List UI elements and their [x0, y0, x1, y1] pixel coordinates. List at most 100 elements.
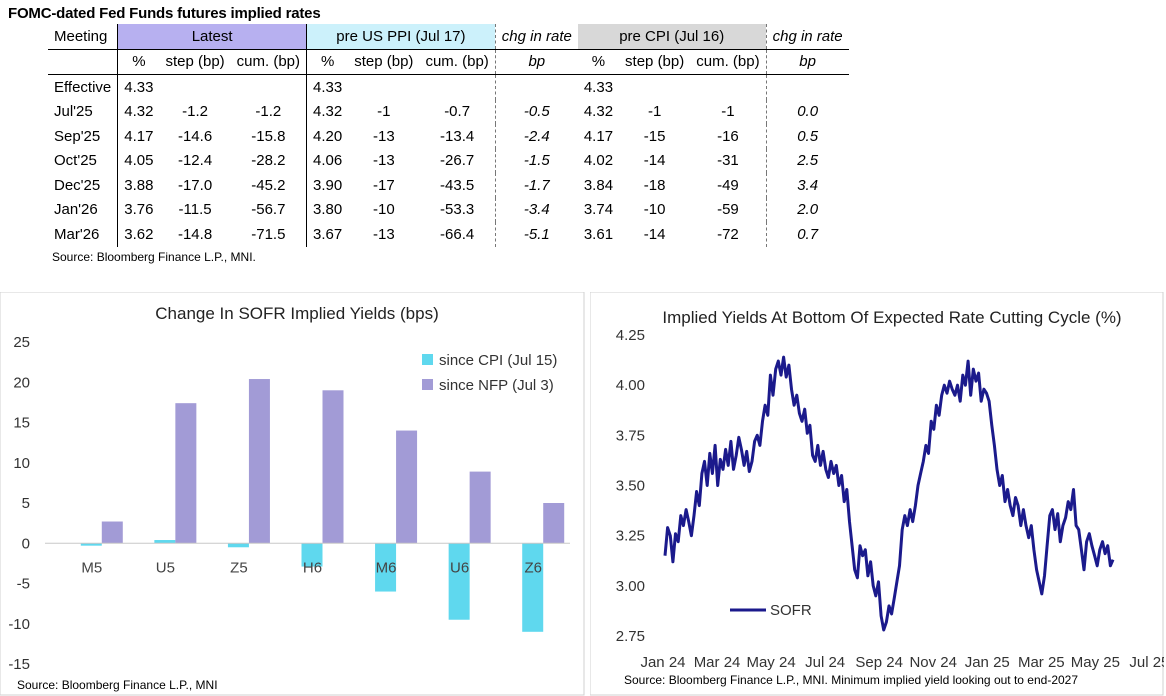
cell-cpi-cum: -31	[717, 152, 739, 170]
table-row: Dec'25 3.88 -17.0 -45.2 3.90 -17 -43.5 -1.7 3.84…	[48, 173, 849, 198]
cell-ppi-pct: 4.20	[306, 124, 349, 149]
cell-chg-cpi	[765, 74, 849, 100]
cell-cpi-step: -14	[643, 225, 666, 243]
x-tick-label: May 25	[1071, 654, 1120, 671]
x-tick-label: Z5	[230, 559, 248, 576]
y-tick-label: 4.25	[616, 327, 645, 344]
fomc-table: Meeting Latest pre US PPI (Jul 17) chg i…	[48, 24, 849, 247]
cell-meeting: Sep'25	[54, 127, 101, 145]
y-tick-label: -5	[17, 576, 30, 593]
cell-latest-pct: 4.05	[117, 148, 160, 173]
x-tick-label: M5	[81, 559, 102, 576]
cell-ppi-step: -13	[372, 127, 395, 145]
cell-latest-step: -11.5	[178, 201, 212, 219]
x-tick-label: Sep 24	[855, 654, 903, 671]
subheader-bp: bp	[765, 49, 849, 75]
cell-chg-ppi	[494, 74, 578, 100]
table-row: Mar'26 3.62 -14.8 -71.5 3.67 -13 -66.4 -5.1 3.61…	[48, 222, 849, 247]
subheader-step: step (bp)	[348, 49, 420, 75]
bar-nfp	[322, 390, 344, 544]
cell-cpi-cum: -59	[717, 201, 739, 219]
subheader-cum: cum. (bp)	[419, 49, 496, 75]
cell-ppi-pct: 3.67	[306, 222, 349, 247]
y-tick-label: 3.50	[616, 478, 645, 495]
cell-chg-ppi: -1.7	[494, 173, 578, 198]
subheader-bp: bp	[494, 49, 578, 75]
cell-latest-cum: -45.2	[251, 176, 286, 194]
cell-cpi-step: -18	[643, 176, 666, 194]
cell-ppi-cum: -53.3	[440, 201, 475, 219]
cell-ppi-pct: 4.06	[306, 148, 349, 173]
pre-ppi-header: pre US PPI (Jul 17)	[306, 24, 496, 50]
cell-ppi-cum	[419, 75, 495, 100]
line-chart: Implied Yields At Bottom Of Expected Rat…	[590, 292, 1164, 696]
x-tick-label: Nov 24	[909, 654, 957, 671]
cell-latest-cum: -1.2	[255, 103, 282, 121]
cell-chg-ppi: -2.4	[494, 124, 578, 149]
cell-cpi-pct: 3.61	[583, 225, 614, 243]
x-tick-label: Mar 24	[694, 654, 741, 671]
cell-ppi-cum: -66.4	[440, 225, 475, 243]
cell-cpi-cum	[690, 75, 766, 100]
cell-ppi-pct: 4.33	[306, 74, 349, 100]
sofr-line	[663, 355, 1115, 632]
cell-meeting: Dec'25	[54, 176, 101, 194]
y-tick-label: 4.00	[616, 377, 645, 394]
cell-ppi-step: -13	[372, 225, 395, 243]
bar-chart: Change In SOFR Implied Yields (bps) -15 -1…	[0, 292, 585, 696]
table-row: Jan'26 3.76 -11.5 -56.7 3.80 -10 -53.3 -3.4 3.74…	[48, 197, 849, 222]
bar-cpi	[448, 543, 470, 620]
legend-swatch	[422, 354, 433, 365]
legend-label: SOFR	[770, 602, 812, 619]
x-tick-label: Jan 24	[640, 654, 685, 671]
cell-chg-cpi: 3.4	[765, 173, 849, 198]
bar-nfp	[543, 503, 565, 544]
y-tick-label: 2.75	[616, 628, 645, 645]
cell-latest-pct: 3.76	[117, 197, 160, 222]
bar-chart-source: Source: Bloomberg Finance L.P., MNI	[17, 678, 218, 692]
bar-nfp	[396, 430, 418, 544]
cell-cpi-step: -15	[643, 127, 666, 145]
table-row: Effective 4.33 4.33 4.33	[48, 74, 849, 100]
line-chart-title: Implied Yields At Bottom Of Expected Rat…	[662, 308, 1121, 327]
x-tick-label: U6	[450, 559, 469, 576]
cell-chg-cpi: 0.7	[765, 222, 849, 247]
legend-label: since CPI (Jul 15)	[439, 352, 557, 369]
y-tick-label: 3.00	[616, 578, 645, 595]
y-tick-label: 3.75	[616, 427, 645, 444]
bar-cpi	[154, 540, 176, 544]
latest-header: Latest	[117, 24, 307, 50]
x-tick-label: Mar 25	[1018, 654, 1065, 671]
cell-cpi-pct: 4.33	[583, 78, 614, 96]
cell-cpi-pct: 3.84	[583, 176, 614, 194]
line-chart-source: Source: Bloomberg Finance L.P., MNI. Min…	[624, 673, 1079, 687]
cell-chg-ppi: -5.1	[494, 222, 578, 247]
cell-ppi-step: -13	[372, 152, 395, 170]
cell-latest-pct: 4.17	[117, 124, 160, 149]
cell-latest-step: -14.6	[177, 127, 213, 145]
cell-chg-ppi: -0.5	[494, 99, 578, 124]
y-tick-label: -15	[8, 656, 30, 673]
subheader-pct: %	[306, 49, 349, 75]
cell-meeting: Oct'25	[54, 152, 97, 170]
subheader-cum: cum. (bp)	[690, 49, 767, 75]
cell-latest-pct: 3.88	[117, 173, 160, 198]
bar-chart-title: Change In SOFR Implied Yields (bps)	[155, 304, 438, 323]
cell-ppi-step: -17	[372, 176, 395, 194]
pre-cpi-header: pre CPI (Jul 16)	[577, 24, 767, 50]
bar-nfp	[469, 471, 491, 544]
cell-cpi-step: -1	[647, 103, 662, 121]
x-tick-label: Jan 25	[965, 654, 1010, 671]
x-tick-label: Jul 24	[805, 654, 845, 671]
bar-cpi	[80, 543, 102, 546]
cell-latest-step	[159, 75, 230, 100]
cell-cpi-step	[619, 75, 690, 100]
cell-chg-ppi: -3.4	[494, 197, 578, 222]
cell-cpi-cum: -16	[717, 127, 739, 145]
bar-cpi	[375, 543, 397, 592]
y-tick-label: 15	[13, 415, 30, 432]
cell-chg-cpi: 0.0	[765, 99, 849, 124]
cell-ppi-step: -1	[377, 103, 391, 121]
cell-cpi-pct: 4.32	[583, 103, 614, 121]
subheader-step: step (bp)	[619, 49, 691, 75]
